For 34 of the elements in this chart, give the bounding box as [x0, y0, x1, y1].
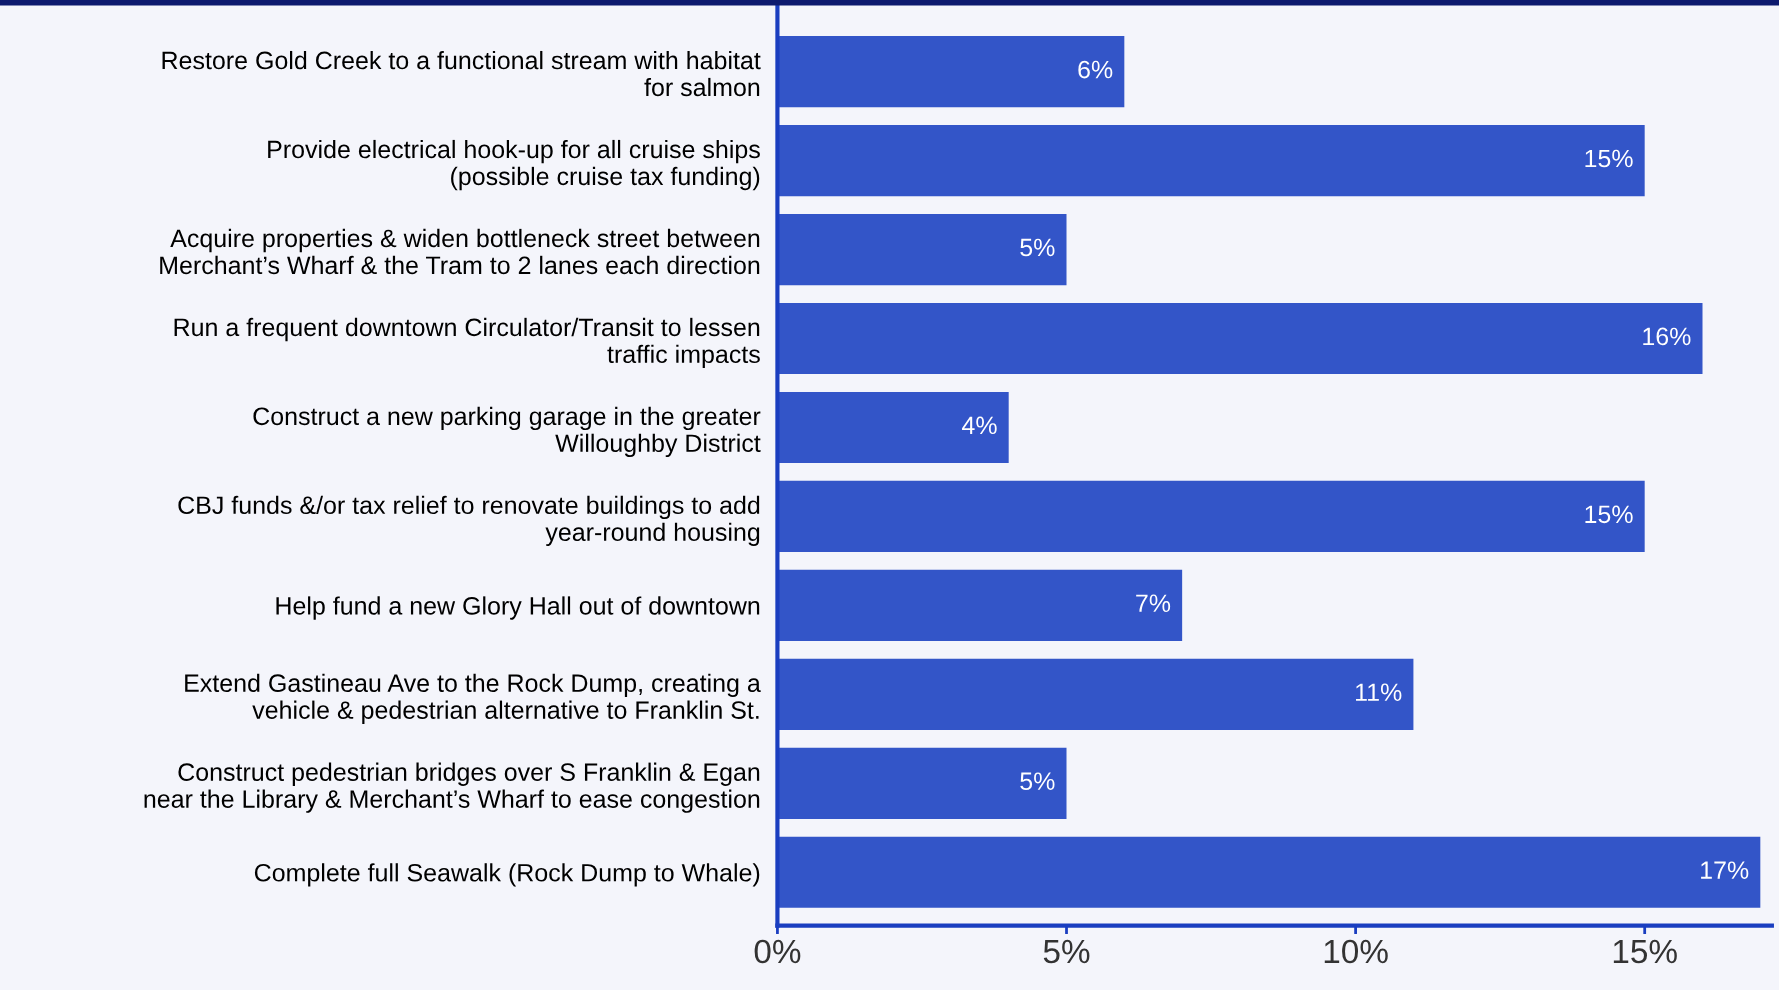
- bar: [777, 747, 1067, 819]
- bar: [777, 836, 1761, 908]
- bar: [777, 569, 1183, 641]
- bar: [777, 36, 1125, 108]
- x-tick-label: 0%: [754, 939, 801, 964]
- bar: [777, 125, 1645, 197]
- y-tick-label: Run a frequent downtown Circulator/Transit to lessen traffic impacts: [174, 317, 760, 369]
- data-label: 6%: [1078, 60, 1113, 79]
- y-tick-label: Construct a new parking garage in the greater Willoughby District: [253, 406, 761, 458]
- data-label: 15%: [1585, 149, 1633, 168]
- y-tick-label: Complete full Seawalk (Rock Dump to Whale): [254, 863, 760, 887]
- bar: [777, 658, 1414, 730]
- data-label: 5%: [1020, 772, 1055, 791]
- y-tick-label: Provide electrical hook-up for all cruise ships (possible cruise tax funding): [268, 139, 760, 191]
- data-label: 15%: [1585, 505, 1633, 524]
- bar: [777, 480, 1645, 553]
- x-tick-label: 5%: [1043, 939, 1090, 964]
- data-label: 4%: [962, 416, 997, 435]
- bar: [777, 391, 1009, 464]
- y-tick-label: Restore Gold Creek to a functional stream with habitat for salmon: [162, 50, 761, 97]
- bar: [777, 302, 1703, 375]
- data-label: 7%: [1136, 594, 1171, 613]
- y-tick-label: CBJ funds &/or tax relief to renovate buildings to add year-round housing: [178, 495, 760, 546]
- bar: [777, 214, 1067, 286]
- y-tick-label: Acquire properties & widen bottleneck street between Merchant’s Wharf & the Tram to 2 lanes each direction: [160, 228, 760, 275]
- y-tick-label: Help fund a new Glory Hall out of downtown: [276, 596, 760, 620]
- data-label: 17%: [1701, 861, 1749, 879]
- data-label: 5%: [1020, 238, 1055, 257]
- y-tick-label: Construct pedestrian bridges over S Franklin & Egan near the Library & Merchant’s Wharf to ease congestion: [144, 762, 760, 813]
- data-label: 11%: [1356, 683, 1402, 701]
- x-tick-label: 10%: [1324, 939, 1388, 964]
- y-tick-label: Extend Gastineau Ave to the Rock Dump, creating a vehicle & pedestrian alternative to Franklin St.: [185, 673, 761, 724]
- data-label: 16%: [1643, 327, 1691, 346]
- x-tick-label: 15%: [1613, 939, 1677, 964]
